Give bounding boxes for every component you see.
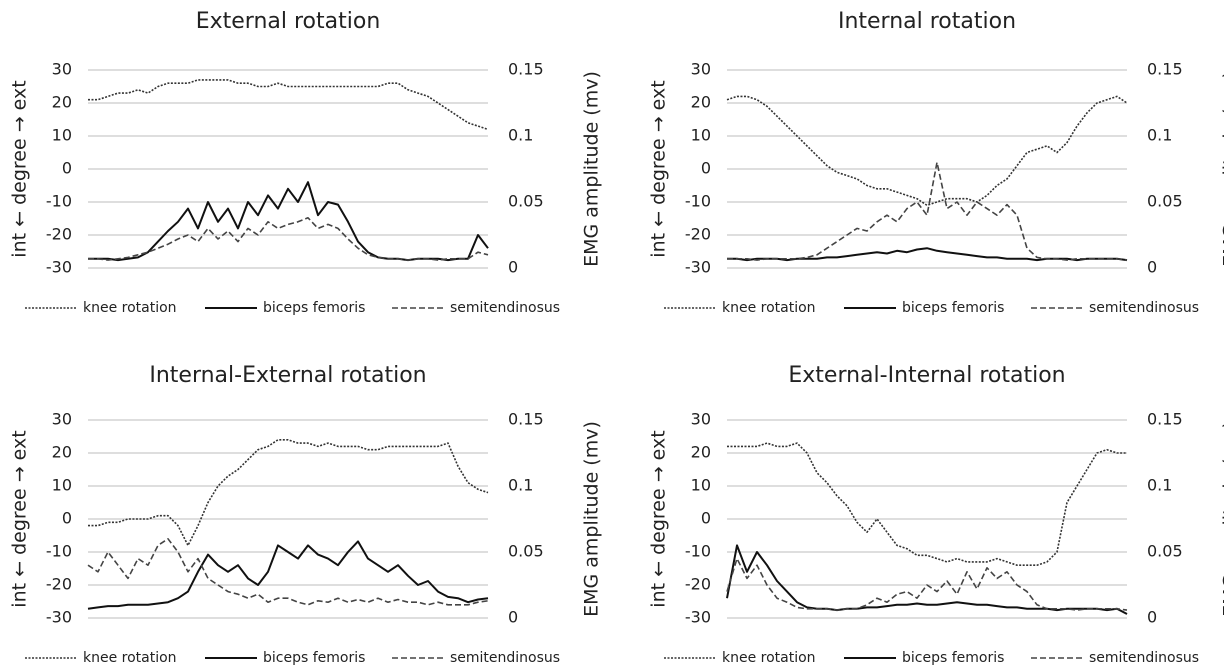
y-tick-label: 0 <box>62 159 72 178</box>
y2-tick-label: 0.1 <box>508 476 533 495</box>
y-tick-label: 20 <box>52 93 72 112</box>
y2-axis-label: EMG amplitude (mv) <box>581 421 603 617</box>
y-tick-label: -20 <box>46 225 72 244</box>
legend-label: knee rotation <box>83 650 177 666</box>
y-axis-label: int ← degree → ext <box>9 80 31 257</box>
y-tick-label: 0 <box>62 509 72 528</box>
legend-label: knee rotation <box>83 300 177 316</box>
y2-tick-label: 0 <box>1147 258 1157 277</box>
y-tick-label: 10 <box>52 126 72 145</box>
series-line <box>87 538 489 606</box>
y-tick-label: -10 <box>46 542 72 561</box>
y-tick-label: 20 <box>691 443 711 462</box>
legend-label: semitendinosus <box>1089 650 1199 666</box>
legend-label: biceps femoris <box>263 650 365 666</box>
legend-label: semitendinosus <box>450 300 560 316</box>
y2-tick-label: 0.05 <box>508 192 544 211</box>
series-line <box>88 217 489 261</box>
y2-tick-label: 0.15 <box>508 60 544 79</box>
series-line <box>726 95 1128 207</box>
y2-axis-label: EMG amplitude (mv) <box>581 71 603 267</box>
series-line <box>727 161 1128 261</box>
y2-tick-label: 0.1 <box>508 126 533 145</box>
legend-label: semitendinosus <box>1089 300 1199 316</box>
y2-tick-label: 0.1 <box>1147 126 1172 145</box>
legend-label: knee rotation <box>722 650 816 666</box>
chart-title: External rotation <box>196 9 381 34</box>
y-tick-label: -30 <box>46 608 72 627</box>
y2-tick-label: 0.05 <box>508 542 544 561</box>
legend-label: biceps femoris <box>902 650 1004 666</box>
y2-tick-label: 0.05 <box>1147 192 1183 211</box>
legend-label: biceps femoris <box>263 300 365 316</box>
y-tick-label: -30 <box>685 608 711 627</box>
y2-tick-label: 0 <box>508 608 518 627</box>
series-line <box>727 442 1127 566</box>
y-tick-label: -20 <box>46 575 72 594</box>
series-line <box>88 79 489 131</box>
y-tick-label: 10 <box>52 476 72 495</box>
y-tick-label: -30 <box>46 258 72 277</box>
legend-label: semitendinosus <box>450 650 560 666</box>
y-tick-label: 30 <box>691 410 711 429</box>
y-tick-label: 0 <box>701 509 711 528</box>
y-axis-label: int ← degree → ext <box>648 80 670 257</box>
series-line <box>726 544 1128 615</box>
chart-title: External-Internal rotation <box>788 363 1065 388</box>
y-tick-label: -10 <box>685 542 711 561</box>
y2-tick-label: 0.1 <box>1147 476 1172 495</box>
y-tick-label: 10 <box>691 126 711 145</box>
y-tick-label: -10 <box>46 192 72 211</box>
y-tick-label: 30 <box>691 60 711 79</box>
y2-tick-label: 0.15 <box>1147 60 1183 79</box>
legend-label: biceps femoris <box>902 300 1004 316</box>
y2-axis-label: EMG amplitude (mv) <box>1220 421 1224 617</box>
y-tick-label: 30 <box>52 60 72 79</box>
y2-tick-label: 0.15 <box>508 410 544 429</box>
y-tick-label: -20 <box>685 575 711 594</box>
y2-tick-label: 0.15 <box>1147 410 1183 429</box>
series-line <box>87 540 489 610</box>
series-line <box>727 247 1128 262</box>
legend-label: knee rotation <box>722 300 816 316</box>
chart-title: Internal-External rotation <box>149 363 426 388</box>
y-tick-label: -10 <box>685 192 711 211</box>
y-tick-label: 30 <box>52 410 72 429</box>
chart-title: Internal rotation <box>838 9 1016 34</box>
y-tick-label: -20 <box>685 225 711 244</box>
y-tick-label: 10 <box>691 476 711 495</box>
y2-tick-label: 0 <box>508 258 518 277</box>
series-line <box>88 181 489 262</box>
y2-tick-label: 0.05 <box>1147 542 1183 561</box>
y2-tick-label: 0 <box>1147 608 1157 627</box>
y2-axis-label: EMG amplitude (mv) <box>1220 71 1224 267</box>
y-tick-label: 20 <box>691 93 711 112</box>
y-tick-label: 0 <box>701 159 711 178</box>
y-tick-label: 20 <box>52 443 72 462</box>
y-axis-label: int ← degree → ext <box>648 430 670 607</box>
series-line <box>88 439 489 547</box>
series-line <box>726 557 1128 611</box>
y-axis-label: int ← degree → ext <box>9 430 31 607</box>
y-tick-label: -30 <box>685 258 711 277</box>
